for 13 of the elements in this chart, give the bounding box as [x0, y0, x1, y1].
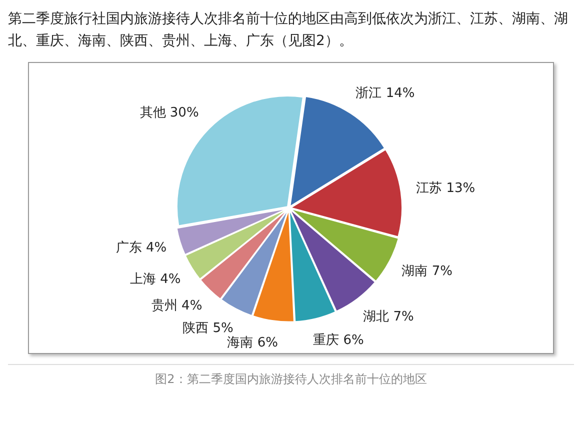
slice-label: 其他 30% [140, 106, 199, 121]
slice-label: 湖北 7% [363, 309, 414, 324]
slice-label: 陕西 5% [182, 321, 234, 336]
chart-title: 第二季度旅行社国内旅游接待人次排名前十位的地区由高到低依次为浙江、江苏、湖南、湖北、重庆、海南、陕西、贵州、上海、广东（见图2）。 [8, 10, 569, 51]
slice-label: 浙江 14% [356, 86, 415, 102]
slice-label: 江苏 13% [416, 180, 476, 196]
slice-label: 重庆 6% [313, 333, 364, 348]
caption: 图2：第二季度国内旅游接待人次排名前十位的地区 [8, 364, 574, 388]
slice-label: 贵州 4% [151, 298, 202, 314]
slice-label: 上海 4% [130, 272, 181, 287]
slice-label: 湖南 7% [402, 264, 453, 280]
slice-label: 海南 6% [227, 336, 278, 351]
slice-label: 广东 4% [116, 240, 167, 256]
